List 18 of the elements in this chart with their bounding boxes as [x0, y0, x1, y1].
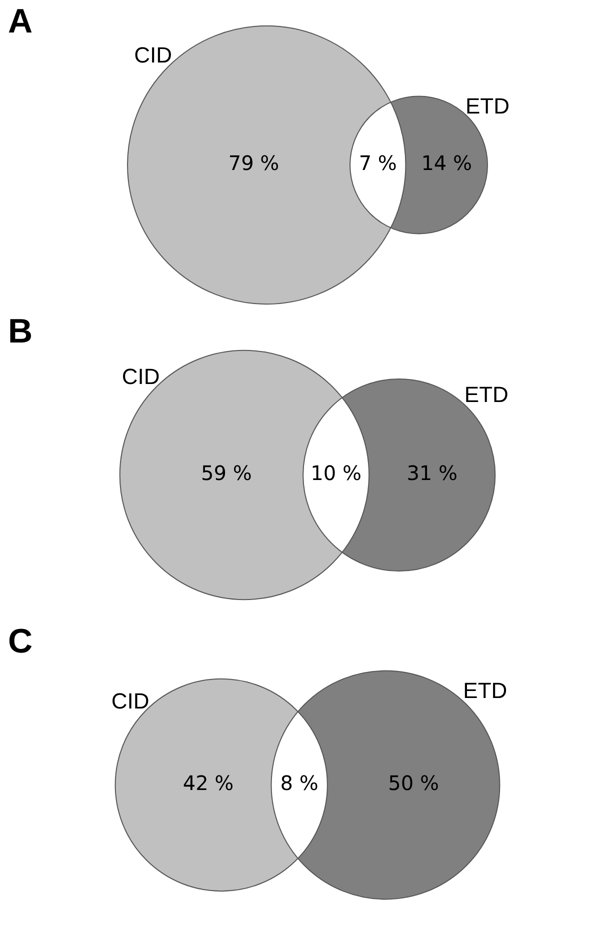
data-label: 14 % — [421, 151, 472, 176]
data-label: 31 % — [406, 461, 458, 486]
text: B — [8, 312, 33, 350]
text: C — [8, 622, 33, 660]
data-label: 7 % — [358, 151, 397, 176]
data-label: 10 % — [310, 461, 362, 486]
category-label: ETD — [464, 382, 508, 408]
data-label: 79 % — [228, 151, 280, 176]
category-label: CID — [134, 42, 172, 68]
category-label: CID — [122, 364, 160, 389]
category-label: ETD — [463, 678, 508, 703]
data-label: 59 % — [201, 461, 252, 486]
text: A — [8, 2, 33, 40]
category-label: ETD — [465, 93, 510, 118]
data-label: 42 % — [182, 771, 234, 796]
data-label: 8 % — [280, 771, 318, 796]
category-label: CID — [111, 688, 150, 714]
data-label: 50 % — [388, 771, 439, 796]
